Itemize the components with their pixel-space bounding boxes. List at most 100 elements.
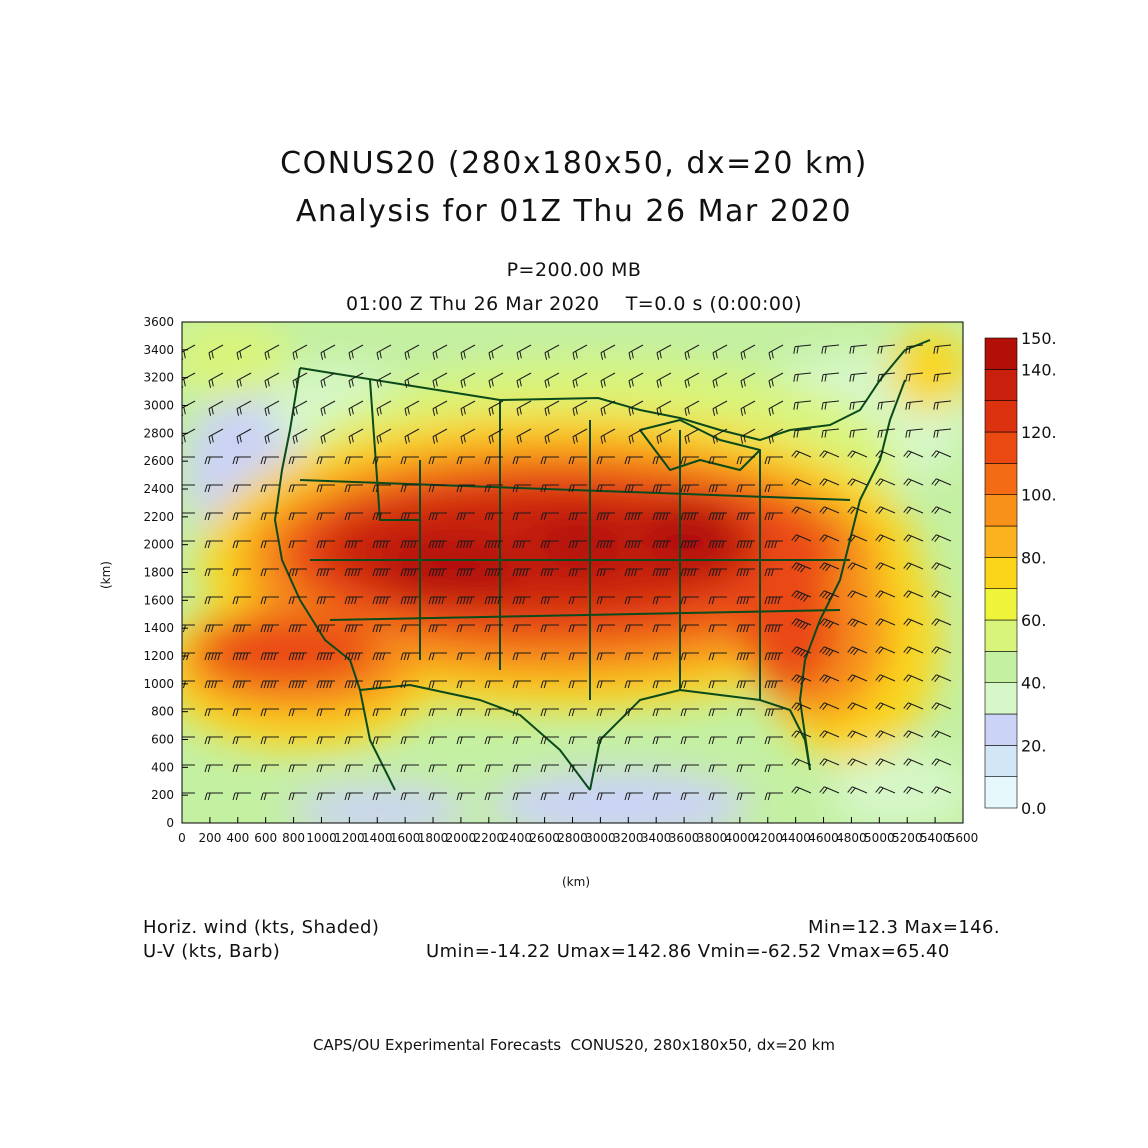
wind-barb-flag bbox=[903, 702, 909, 709]
wind-barb-flag bbox=[459, 568, 463, 577]
wind-barb-flag bbox=[484, 484, 488, 493]
wind-barb-flag bbox=[908, 374, 911, 382]
wind-barb-flag bbox=[375, 484, 379, 493]
wind-barb-flag bbox=[494, 540, 498, 549]
wind-barb-flag bbox=[543, 512, 547, 521]
wind-barb-flag bbox=[931, 646, 937, 653]
wind-barb-flag bbox=[320, 380, 324, 388]
wind-barb-flag bbox=[177, 485, 179, 492]
wind-barb-flag bbox=[403, 512, 407, 521]
wind-barb-flag bbox=[207, 568, 211, 577]
wind-barb-flag bbox=[273, 680, 277, 689]
wind-barb-flag bbox=[683, 484, 687, 493]
wind-barb-flag bbox=[803, 651, 809, 658]
wind-barb-flag bbox=[825, 620, 831, 628]
wind-barb-flag bbox=[933, 346, 936, 354]
wind-barb-flag bbox=[459, 652, 463, 661]
wind-barb-flag bbox=[316, 512, 320, 521]
wind-barb-flag bbox=[263, 512, 267, 521]
wind-barb-staff bbox=[879, 344, 896, 348]
wind-barb-flag bbox=[316, 792, 320, 801]
wind-barb-flag bbox=[540, 456, 544, 465]
wind-barb-flag bbox=[847, 674, 853, 681]
wind-barb-flag bbox=[235, 484, 239, 493]
wind-barb-flag bbox=[319, 540, 323, 549]
wind-barb-flag bbox=[933, 374, 936, 382]
wind-barb-flag bbox=[934, 731, 940, 738]
wind-barb-flag bbox=[791, 478, 797, 485]
wind-barb-flag bbox=[797, 592, 803, 600]
wind-barb-staff bbox=[823, 372, 840, 376]
wind-barb-flag bbox=[596, 680, 600, 689]
wind-barb-flag bbox=[596, 568, 600, 577]
wind-barb-flag bbox=[743, 351, 746, 359]
wind-barb-flag bbox=[764, 456, 768, 465]
wind-barb-flag bbox=[344, 708, 348, 717]
wind-barb-flag bbox=[777, 652, 781, 661]
wind-barb-staff bbox=[880, 450, 896, 458]
wind-barb-flag bbox=[428, 736, 432, 745]
colorbar-bin bbox=[984, 557, 1018, 589]
wind-barb-staff bbox=[936, 478, 952, 486]
wind-barb-staff bbox=[852, 702, 868, 710]
y-tick-label: 1200 bbox=[143, 649, 174, 663]
wind-barb-flag bbox=[456, 792, 460, 801]
wind-barb-flag bbox=[794, 591, 800, 598]
wind-barb-flag bbox=[602, 568, 606, 577]
wind-barb-flag bbox=[627, 680, 631, 689]
wind-barb-flag bbox=[540, 764, 544, 773]
wind-barb-flag bbox=[260, 456, 264, 465]
wind-barb-flag bbox=[819, 702, 825, 709]
wind-barb-flag bbox=[319, 764, 323, 773]
wind-barb-flag bbox=[515, 652, 519, 661]
y-tick-label: 3600 bbox=[143, 315, 174, 329]
wind-barb-flag bbox=[460, 408, 464, 416]
wind-barb-flag bbox=[634, 568, 638, 577]
wind-barb-flag bbox=[596, 792, 600, 801]
wind-barb-flag bbox=[267, 407, 270, 415]
wind-barb-staff bbox=[796, 618, 812, 626]
wind-barb-flag bbox=[518, 568, 522, 577]
wind-barb-staff bbox=[824, 730, 840, 738]
wind-barb-flag bbox=[547, 379, 550, 387]
wind-barb-flag bbox=[488, 436, 492, 444]
wind-barb-flag bbox=[655, 624, 659, 633]
wind-barb-staff bbox=[208, 344, 224, 354]
wind-barb-flag bbox=[204, 624, 208, 633]
wind-barb-flag bbox=[428, 624, 432, 633]
wind-barb-staff bbox=[796, 702, 812, 710]
wind-barb-flag bbox=[428, 652, 432, 661]
wind-barb-flag bbox=[232, 484, 236, 493]
wind-barb-flag bbox=[260, 568, 264, 577]
wind-barb-flag bbox=[850, 563, 856, 570]
wind-barb-flag bbox=[515, 736, 519, 745]
wind-barb-flag bbox=[403, 792, 407, 801]
wind-barb-flag bbox=[878, 675, 884, 682]
wind-barb-flag bbox=[571, 540, 575, 549]
wind-barb-flag bbox=[288, 764, 292, 773]
wind-barb-flag bbox=[903, 562, 909, 569]
y-tick-label: 2600 bbox=[143, 454, 174, 468]
colorbar-bin bbox=[984, 369, 1018, 401]
wind-barb-flag bbox=[711, 484, 715, 493]
wind-barb-flag bbox=[712, 380, 716, 388]
wind-barb-staff bbox=[852, 646, 868, 654]
wind-barb-flag bbox=[210, 680, 214, 689]
x-tick-label: 3600 bbox=[669, 831, 700, 845]
wind-barb-flag bbox=[403, 736, 407, 745]
wind-barb-flag bbox=[294, 568, 298, 577]
wind-barb-flag bbox=[770, 652, 774, 661]
wind-barb-flag bbox=[878, 451, 884, 458]
wind-barb-staff bbox=[208, 400, 224, 410]
wind-barb-flag bbox=[208, 408, 212, 416]
wind-barb-flag bbox=[658, 540, 662, 549]
wind-barb-staff bbox=[600, 400, 616, 410]
wind-barb-staff bbox=[824, 506, 840, 514]
wind-barb-flag bbox=[463, 435, 466, 443]
wind-barb-flag bbox=[771, 435, 774, 443]
wind-barb-flag bbox=[263, 568, 267, 577]
wind-barb-flag bbox=[797, 648, 803, 656]
x-tick-label: 200 bbox=[198, 831, 221, 845]
wind-barb-flag bbox=[850, 675, 856, 682]
wind-barb-staff bbox=[851, 400, 868, 404]
